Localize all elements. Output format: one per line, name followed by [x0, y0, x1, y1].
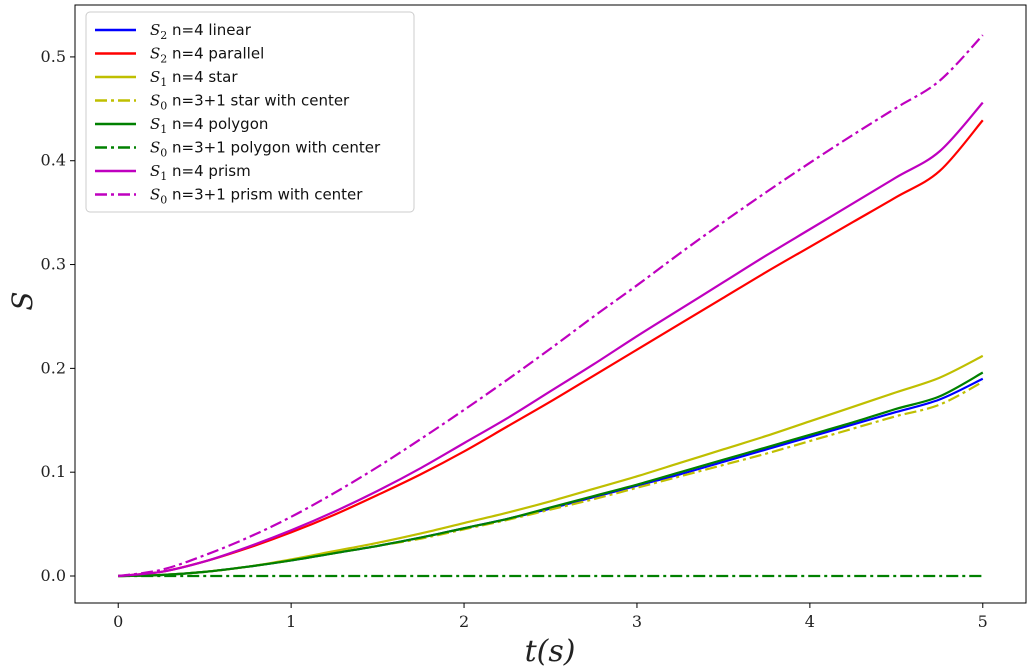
- x-tick-label: 2: [459, 612, 469, 631]
- x-tick-label: 3: [632, 612, 642, 631]
- ticks-layer: 0 1 2 3 4 5 0.0 0.1 0.2 0.3 0.4 0.5: [41, 47, 988, 631]
- legend-label-1: S2 n=4 parallel: [150, 45, 264, 66]
- x-tick-label: 4: [805, 612, 815, 631]
- legend-label-2: S1 n=4 star: [150, 68, 238, 89]
- y-tick-label: 0.4: [41, 151, 66, 170]
- legend-label-6: S1 n=4 prism: [150, 162, 251, 183]
- y-tick-label: 0.2: [41, 358, 66, 377]
- series-line-4: [118, 371, 984, 578]
- x-axis-label: t(s): [525, 634, 576, 669]
- series-line-6: [118, 101, 984, 578]
- x-tick-label: 5: [978, 612, 988, 631]
- legend-box: [85, 11, 415, 213]
- y-tick-label: 0.3: [41, 255, 66, 274]
- legend-label-5: S0 n=3+1 polygon with center: [150, 139, 381, 160]
- y-tick-label: 0.1: [41, 462, 66, 481]
- y-tick-label: 0.0: [41, 566, 66, 585]
- y-axis-label: S: [6, 291, 39, 310]
- x-tick-label: 1: [286, 612, 296, 631]
- series-layer: [118, 34, 984, 578]
- y-tick-label: 0.5: [41, 47, 66, 66]
- plot-frame: [74, 4, 1027, 604]
- legend-label-7: S0 n=3+1 prism with center: [150, 186, 363, 207]
- legend-label-4: S1 n=4 polygon: [150, 115, 268, 136]
- x-tick-label: 0: [113, 612, 123, 631]
- legend-label-0: S2 n=4 linear: [150, 21, 252, 42]
- series-line-7: [118, 34, 984, 578]
- legend-label-3: S0 n=3+1 star with center: [150, 92, 350, 113]
- series-line-1: [118, 119, 984, 578]
